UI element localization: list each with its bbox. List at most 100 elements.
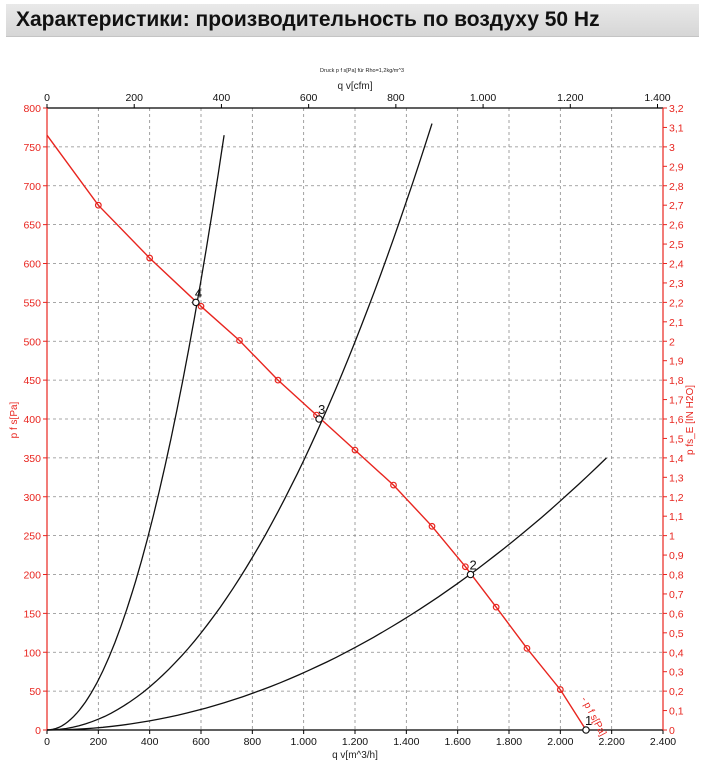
fan-curve-marker [351, 446, 359, 454]
x-tick-label: 1.400 [393, 736, 419, 748]
y-tick-label: 250 [23, 531, 41, 543]
y2-tick-label: 0,1 [669, 706, 684, 718]
x-tick-label: 1.800 [496, 736, 522, 748]
x-tick-label: 400 [141, 736, 159, 748]
y2-tick-label: 2,9 [669, 161, 684, 173]
y-tick-label: 0 [35, 725, 41, 737]
x2-tick-label: 1.200 [557, 92, 583, 104]
operating-point-label: 3 [318, 402, 325, 417]
y2-tick-label: 0,8 [669, 570, 684, 582]
y-tick-label: 50 [29, 686, 41, 698]
fan-curve-marker [146, 254, 154, 262]
fan-curve-marker [461, 563, 469, 571]
fan-curve-marker [492, 603, 500, 611]
y-axis-label: p f s[Pa] [9, 401, 20, 438]
y2-tick-label: 2,1 [669, 317, 684, 329]
x2-tick-label: 400 [213, 92, 231, 104]
y2-tick-label: 1,6 [669, 414, 684, 426]
operating-point [582, 726, 590, 734]
x2-tick-label: 1.000 [470, 92, 496, 104]
y2-tick-label: 1,3 [669, 472, 684, 484]
y2-tick-label: 1,4 [669, 453, 684, 465]
x-tick-label: 1.200 [342, 736, 368, 748]
y-tick-label: 400 [23, 414, 41, 426]
y2-tick-label: 1,8 [669, 375, 684, 387]
x2-tick-label: 200 [125, 92, 143, 104]
operating-point-label: 2 [470, 558, 477, 573]
system-curve [46, 457, 607, 731]
x-tick-label: 800 [244, 736, 262, 748]
x2-tick-label: 600 [300, 92, 318, 104]
operating-point-label: 4 [195, 285, 202, 300]
y2-tick-label: 0,2 [669, 686, 684, 698]
y2-axis-label: p fs_E [IN H2O] [685, 385, 696, 455]
y2-tick-label: 0,4 [669, 647, 684, 659]
y2-tick-label: 0,5 [669, 628, 684, 640]
fan-curve-marker [236, 337, 243, 344]
operating-point [315, 415, 323, 423]
y2-tick-label: 0,6 [669, 608, 684, 620]
x-tick-label: 200 [90, 736, 108, 748]
y-tick-label: 550 [23, 297, 41, 309]
x-tick-label: 2.000 [547, 736, 573, 748]
y-tick-label: 100 [23, 647, 41, 659]
y2-tick-label: 0,9 [669, 550, 684, 562]
x2-tick-label: 800 [387, 92, 405, 104]
y-tick-label: 750 [23, 142, 41, 154]
y2-tick-label: 2 [669, 336, 675, 348]
x-tick-label: 2.400 [650, 736, 676, 748]
y2-tick-label: 2,2 [669, 297, 684, 309]
y-tick-label: 350 [23, 453, 41, 465]
y-tick-label: 200 [23, 570, 41, 582]
x-tick-label: 600 [192, 736, 210, 748]
y2-tick-label: 1,5 [669, 433, 684, 445]
y-tick-label: 500 [23, 336, 41, 348]
chart-title: Druck p f s[Pa] für Rho=1,2kg/m^3 [320, 68, 404, 74]
y2-tick-label: 3,2 [669, 103, 684, 115]
x2-tick-label: 0 [44, 92, 50, 104]
y2-tick-label: 2,6 [669, 220, 684, 232]
operating-point [466, 570, 475, 579]
chart-curves: - p f s[Pa] [46, 123, 608, 738]
chart-grid [47, 108, 663, 730]
y2-tick-label: 2,7 [669, 200, 684, 212]
y-tick-label: 600 [23, 259, 41, 271]
y2-tick-label: 1 [669, 531, 675, 543]
fan-curve [46, 134, 587, 731]
x-tick-label: 1.000 [291, 736, 317, 748]
x-axis-label: q v[m^3/h] [332, 750, 378, 761]
header-bar: Характеристики: производительность по во… [6, 4, 699, 37]
fan-curve-marker [523, 644, 531, 652]
y2-tick-label: 2,8 [669, 181, 684, 193]
y2-tick-label: 2,4 [669, 259, 684, 271]
y-tick-label: 150 [23, 608, 41, 620]
operating-point-label: 1 [585, 713, 592, 728]
chart-tick-labels: 0 200 400 600 800 1.000 1.200 1.400 1.600 1.800 2.… [23, 92, 683, 748]
system-curve [46, 123, 433, 731]
fan-curve-marker [390, 481, 397, 489]
x-tick-label: 0 [44, 736, 50, 748]
y2-tick-label: 0,3 [669, 667, 684, 679]
x-tick-label: 2.200 [599, 736, 625, 748]
operating-point [192, 298, 200, 307]
y2-tick-label: 1,1 [669, 511, 684, 523]
chart-axes [43, 104, 667, 734]
y-tick-label: 650 [23, 220, 41, 232]
y-tick-label: 800 [23, 103, 41, 115]
y2-tick-label: 2,3 [669, 278, 684, 290]
system-curve [46, 135, 225, 731]
fan-curve-marker [556, 686, 564, 693]
x2-axis-label: q v[cfm] [337, 81, 372, 92]
y-tick-label: 450 [23, 375, 41, 387]
page-title: Характеристики: производительность по во… [16, 8, 600, 31]
x2-tick-label: 1.400 [644, 92, 670, 104]
y2-tick-label: 3,1 [669, 122, 684, 134]
fan-curve-marker [197, 302, 205, 310]
x-tick-label: 1.600 [445, 736, 471, 748]
fan-curve-marker [94, 201, 102, 209]
y2-tick-label: 3 [669, 142, 675, 154]
y2-tick-label: 0,7 [669, 589, 684, 601]
y2-tick-label: 2,5 [669, 239, 684, 251]
chart-axis-labels: Druck p f s[Pa] für Rho=1,2kg/m^3 q v[cf… [9, 68, 696, 761]
